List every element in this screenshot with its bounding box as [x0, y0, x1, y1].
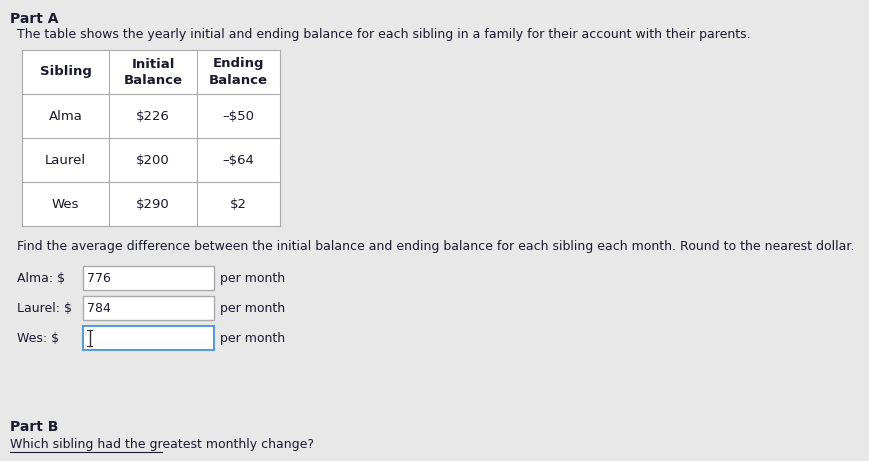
Text: The table shows the yearly initial and ending balance for each sibling in a fami: The table shows the yearly initial and e… — [17, 28, 750, 41]
Text: 776: 776 — [87, 272, 111, 284]
Text: Sibling: Sibling — [40, 65, 91, 78]
Text: –$50: –$50 — [222, 110, 254, 123]
Text: 784: 784 — [87, 301, 111, 314]
Bar — [83, 296, 214, 320]
Text: Initial
Balance: Initial Balance — [123, 58, 182, 87]
Text: Alma: Alma — [49, 110, 83, 123]
Text: Wes: Wes — [52, 197, 79, 211]
Text: per month: per month — [220, 272, 285, 284]
Text: $200: $200 — [136, 154, 169, 166]
Text: $2: $2 — [229, 197, 247, 211]
Text: per month: per month — [220, 301, 285, 314]
Text: Which sibling had the greatest monthly change?: Which sibling had the greatest monthly c… — [10, 438, 313, 451]
Text: Part A: Part A — [10, 12, 58, 26]
Text: per month: per month — [220, 331, 285, 344]
Text: Wes: $: Wes: $ — [17, 331, 59, 344]
Text: $226: $226 — [136, 110, 169, 123]
Bar — [83, 326, 214, 350]
Text: Laurel: $: Laurel: $ — [17, 301, 72, 314]
Text: Laurel: Laurel — [45, 154, 86, 166]
Text: Ending
Balance: Ending Balance — [209, 58, 268, 87]
Text: Find the average difference between the initial balance and ending balance for e: Find the average difference between the … — [17, 240, 854, 253]
Text: –$64: –$64 — [222, 154, 254, 166]
Bar — [23, 50, 280, 226]
Bar — [83, 266, 214, 290]
Text: $290: $290 — [136, 197, 169, 211]
Text: Alma: $: Alma: $ — [17, 272, 65, 284]
Text: Part B: Part B — [10, 420, 58, 434]
